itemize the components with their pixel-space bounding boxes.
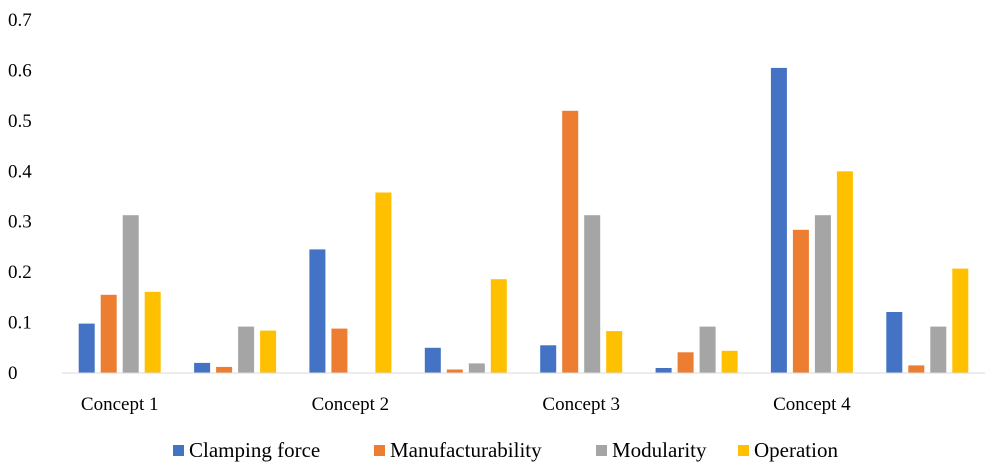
- bar: [792, 229, 809, 373]
- legend-item: Modularity: [596, 438, 707, 462]
- bar: [699, 326, 716, 373]
- bar: [260, 330, 277, 373]
- legend: Clamping force Manufacturability Modularit…: [173, 438, 838, 462]
- bar: [375, 192, 392, 373]
- bar: [424, 347, 441, 373]
- legend-label: Manufacturability: [390, 438, 542, 462]
- bar: [562, 110, 579, 374]
- bar: [144, 291, 161, 373]
- y-tick-label: 0: [8, 363, 18, 384]
- bar: [331, 328, 348, 373]
- bar: [930, 326, 947, 373]
- bar: [446, 369, 463, 373]
- bar: [468, 363, 485, 373]
- bar: [490, 279, 507, 373]
- bar: [100, 294, 117, 373]
- y-axis: 0 0.1 0.2 0.3 0.4 0.5 0.6 0.7: [8, 10, 32, 384]
- bar: [770, 67, 787, 374]
- x-tick-label: Concept 4: [773, 394, 851, 415]
- bar: [122, 215, 139, 373]
- legend-item: Operation: [738, 438, 838, 462]
- legend-label: Operation: [754, 438, 838, 462]
- bar: [194, 362, 211, 373]
- bar: [952, 268, 969, 373]
- x-tick-label: Concept 1: [81, 394, 159, 415]
- bars: [78, 67, 969, 374]
- bar: [836, 171, 853, 373]
- y-tick-label: 0.2: [8, 262, 32, 283]
- legend-swatch: [374, 445, 385, 456]
- legend-item: Clamping force: [173, 438, 320, 462]
- legend-swatch: [596, 445, 607, 456]
- bar: [814, 215, 831, 373]
- bar: [655, 368, 672, 373]
- bar: [886, 312, 903, 373]
- legend-label: Modularity: [612, 438, 707, 462]
- bar: [908, 365, 925, 373]
- bar: [606, 331, 623, 373]
- bar: [540, 345, 557, 373]
- x-tick-label: Concept 2: [312, 394, 390, 415]
- bar: [584, 215, 601, 373]
- bar: [216, 366, 233, 373]
- y-tick-label: 0.7: [8, 10, 32, 31]
- y-tick-label: 0.3: [8, 212, 32, 233]
- legend-label: Clamping force: [189, 438, 320, 462]
- x-axis: Concept 1 Concept 2 Concept 3 Concept 4: [81, 394, 851, 415]
- y-tick-label: 0.6: [8, 60, 32, 81]
- bar: [309, 249, 326, 373]
- bar: [721, 350, 738, 373]
- legend-swatch: [173, 445, 184, 456]
- y-tick-label: 0.4: [8, 161, 32, 182]
- bar: [677, 352, 694, 373]
- bar: [238, 326, 255, 373]
- y-tick-label: 0.5: [8, 111, 32, 132]
- y-tick-label: 0.1: [8, 313, 32, 334]
- legend-swatch: [738, 445, 749, 456]
- legend-item: Manufacturability: [374, 438, 542, 462]
- bar: [78, 323, 95, 373]
- x-tick-label: Concept 3: [542, 394, 620, 415]
